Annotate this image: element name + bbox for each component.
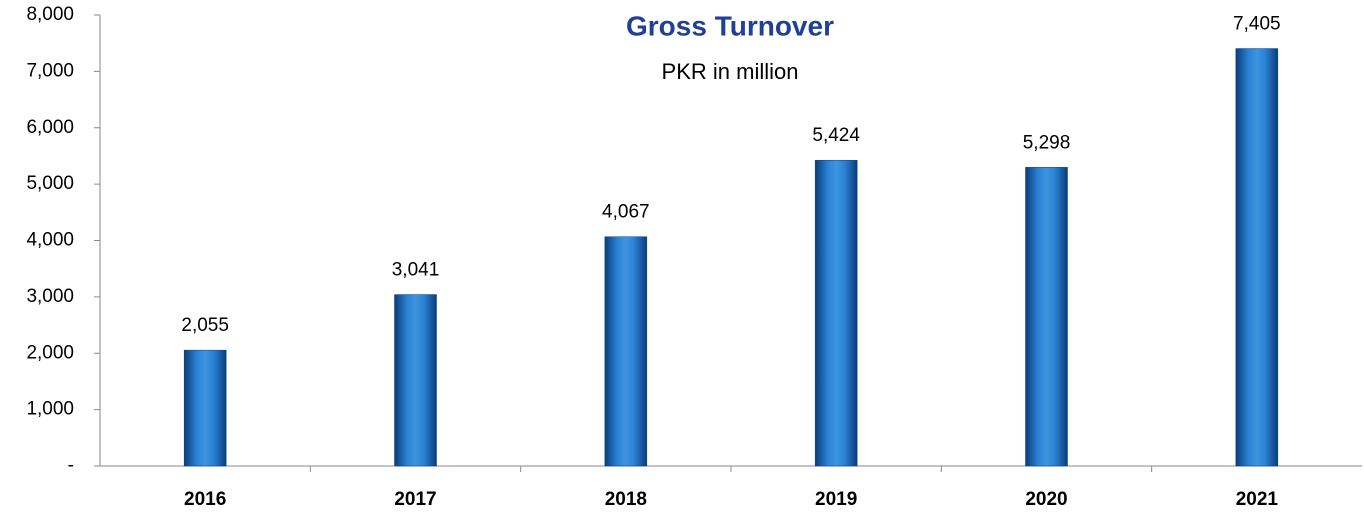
bar bbox=[814, 159, 858, 467]
bar bbox=[1025, 167, 1068, 467]
bar bbox=[604, 236, 648, 467]
x-tick-label: 2017 bbox=[394, 489, 436, 510]
data-label: 7,405 bbox=[1233, 14, 1281, 35]
y-tick-label: 1,000 bbox=[26, 399, 74, 420]
x-tick-label: 2018 bbox=[605, 489, 647, 510]
data-label: 4,067 bbox=[602, 202, 650, 223]
y-tick-label: 6,000 bbox=[26, 117, 74, 138]
y-tick-label: - bbox=[68, 455, 74, 476]
bar bbox=[394, 294, 437, 467]
chart-title: Gross Turnover bbox=[626, 10, 834, 41]
data-label: 5,298 bbox=[1023, 132, 1071, 153]
y-tick-label: 5,000 bbox=[26, 173, 74, 194]
y-tick-label: 8,000 bbox=[26, 4, 74, 25]
y-tick-label: 3,000 bbox=[26, 286, 74, 307]
x-tick-label: 2020 bbox=[1025, 489, 1067, 510]
data-label: 5,424 bbox=[812, 125, 860, 146]
data-label: 2,055 bbox=[181, 315, 229, 336]
y-tick-label: 7,000 bbox=[26, 60, 74, 81]
x-tick-label: 2019 bbox=[815, 489, 857, 510]
bar bbox=[183, 349, 227, 467]
chart-subtitle: PKR in million bbox=[662, 59, 799, 84]
y-tick-label: 4,000 bbox=[26, 230, 74, 251]
x-tick-label: 2016 bbox=[184, 489, 226, 510]
y-tick-label: 2,000 bbox=[26, 342, 74, 363]
bar bbox=[1235, 48, 1279, 467]
x-tick-label: 2021 bbox=[1236, 489, 1279, 510]
data-label: 3,041 bbox=[392, 260, 440, 281]
